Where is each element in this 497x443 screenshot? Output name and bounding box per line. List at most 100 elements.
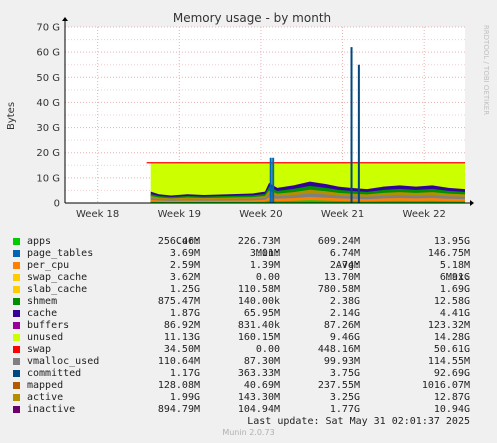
legend-min: 40.69M — [243, 380, 280, 391]
legend-cur: 11.13G — [163, 332, 200, 343]
x-tick-label: Week 20 — [239, 209, 282, 220]
legend-swatch — [13, 250, 20, 257]
legend-avg: 609.24M — [317, 236, 360, 247]
legend-row-swap-cache: swap_cache 3.62M 0.00 13.70M 6.91G — [0, 272, 497, 284]
axes: 0 10 G 20 G 30 G 40 G 50 G 60 G 70 G Week 18 Week… — [36, 17, 474, 220]
y-tick-label: 30 G — [36, 123, 60, 134]
legend-swatch — [13, 322, 20, 329]
x-tick-label: Week 21 — [321, 209, 364, 220]
x-tick-label: Week 19 — [158, 209, 201, 220]
legend-name: vmalloc_used — [27, 356, 100, 367]
last-update: Last update: Sat May 31 02:01:37 2025 — [247, 416, 470, 427]
legend-min: 363.33M — [237, 368, 280, 379]
legend-min: 104.94M — [237, 404, 280, 415]
legend-max: 50.61G — [433, 344, 470, 355]
y-tick-label: 70 G — [36, 23, 60, 34]
legend-avg: 2.74M — [329, 260, 360, 271]
legend-row-buffers: buffers 86.92M 831.40k 87.26M 123.32M — [0, 320, 497, 332]
y-tick-label: 20 G — [36, 148, 60, 159]
legend-name: buffers — [27, 320, 70, 331]
header-cur: Cur: — [175, 236, 200, 247]
legend-row-unused: unused 11.13G 160.15M 9.46G 14.28G — [0, 332, 497, 344]
legend-name: shmem — [27, 296, 58, 307]
legend-max: 12.58G — [433, 296, 470, 307]
legend-name: swap — [27, 344, 52, 355]
legend-min: 87.30M — [243, 356, 280, 367]
legend-min: 226.73M — [237, 236, 280, 247]
legend-max: 12.87G — [433, 392, 470, 403]
legend-cur: 1.25G — [169, 284, 200, 295]
chart-title: Memory usage - by month — [173, 11, 331, 25]
legend-cur: 2.59M — [169, 260, 200, 271]
legend-cur: 1.87G — [169, 308, 200, 319]
legend-row-committed: committed 1.17G 363.33M 3.75G 92.69G — [0, 368, 497, 380]
legend-name: apps — [27, 236, 52, 247]
y-axis-arrow — [62, 17, 68, 21]
apps-area — [150, 200, 465, 203]
legend-name: committed — [27, 368, 82, 379]
legend-swatch — [13, 370, 20, 377]
legend-max: 1016.07M — [421, 380, 470, 391]
legend-swatch — [13, 238, 20, 245]
legend-name: mapped — [27, 380, 64, 391]
legend-swatch — [13, 346, 20, 353]
legend-name: cache — [27, 308, 58, 319]
legend-swatch — [13, 406, 20, 413]
legend-avg: 99.93M — [323, 356, 360, 367]
legend-row-per-cpu: per_cpu 2.59M 1.39M 2.74M 5.18M — [0, 260, 497, 272]
header-max: Max: — [445, 272, 470, 283]
legend-swatch — [13, 262, 20, 269]
legend-avg: 9.46G — [329, 332, 360, 343]
legend-swatch — [13, 286, 20, 293]
legend-min: 143.30M — [237, 392, 280, 403]
munin-version: Munin 2.0.73 — [222, 428, 275, 437]
y-tick-label: 0 — [54, 199, 60, 210]
legend-name: per_cpu — [27, 260, 70, 271]
legend-max: 14.28G — [433, 332, 470, 343]
legend-name: unused — [27, 332, 64, 343]
memory-chart: Memory usage - by month Bytes RRDTOOL / … — [6, 11, 490, 220]
legend-cur: 1.99G — [169, 392, 200, 403]
legend-cur: 894.79M — [157, 404, 200, 415]
legend-min: 110.58M — [237, 284, 280, 295]
legend-avg: 3.25G — [329, 392, 360, 403]
legend-row-apps: apps 256.46M 226.73M 609.24M 13.95G — [0, 236, 497, 248]
legend-max: 114.55M — [427, 356, 470, 367]
legend-swatch — [13, 298, 20, 305]
legend-swatch — [13, 274, 20, 281]
data-area — [146, 47, 465, 203]
legend-avg: 3.75G — [329, 368, 360, 379]
legend-avg: 2.38G — [329, 296, 360, 307]
legend-swatch — [13, 358, 20, 365]
legend-cur: 3.62M — [169, 272, 200, 283]
legend-swatch — [13, 334, 20, 341]
legend-max: 10.94G — [433, 404, 470, 415]
y-tick-label: 50 G — [36, 73, 60, 84]
x-axis-arrow — [470, 200, 474, 206]
legend-max: 13.95G — [433, 236, 470, 247]
legend-name: inactive — [27, 404, 76, 415]
header-min: Min: — [255, 248, 280, 259]
legend-cur: 86.92M — [163, 320, 200, 331]
legend-row-slab-cache: slab_cache 1.25G 110.58M 780.58M 1.69G — [0, 284, 497, 296]
y-axis-label: Bytes — [6, 102, 17, 130]
legend-min: 0.00 — [255, 272, 280, 283]
legend-row-inactive: inactive 894.79M 104.94M 1.77G 10.94G — [0, 404, 497, 416]
legend-cur: 256.46M — [157, 236, 200, 247]
legend-max: 4.41G — [439, 308, 470, 319]
legend-max: 1.69G — [439, 284, 470, 295]
legend-cur: 110.64M — [157, 356, 200, 367]
legend-avg: 780.58M — [317, 284, 360, 295]
legend-cur: 1.17G — [169, 368, 200, 379]
legend-max: 146.75M — [427, 248, 470, 259]
legend-name: active — [27, 392, 64, 403]
legend-max: 5.18M — [439, 260, 470, 271]
legend-row-swap: swap 34.50M 0.00 448.16M 50.61G — [0, 344, 497, 356]
legend-max: 6.91G — [439, 272, 470, 283]
legend-min: 65.95M — [243, 308, 280, 319]
legend-cur: 3.69M — [169, 248, 200, 259]
legend-cur: 875.47M — [157, 296, 200, 307]
x-tick-label: Week 18 — [76, 209, 119, 220]
legend-cur: 128.08M — [157, 380, 200, 391]
legend-header: Cur: Min: Avg: Max: — [0, 224, 497, 283]
